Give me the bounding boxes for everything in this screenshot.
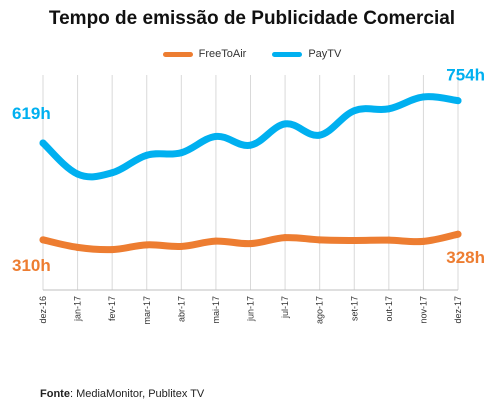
data-point-freetoair-ago-17 — [316, 236, 324, 244]
x-tick-label-jul-17: jul-17 — [280, 296, 290, 319]
x-tick-label-jan-17: jan-17 — [73, 296, 83, 322]
data-point-freetoair-set-17 — [350, 236, 358, 244]
data-point-paytv-dez-16 — [39, 139, 47, 147]
legend-swatch-paytv — [272, 51, 303, 57]
legend-label-paytv: PayTV — [308, 48, 342, 60]
legend-label-freetoair: FreeToAir — [198, 48, 247, 60]
data-point-freetoair-jul-17 — [281, 234, 289, 242]
x-tick-label-nov-17: nov-17 — [418, 296, 428, 324]
start-label-paytv: 619h — [12, 104, 51, 123]
data-point-freetoair-mar-17 — [143, 241, 151, 249]
x-tick-label-mai-17: mai-17 — [211, 296, 221, 324]
x-tick-label-dez-17: dez-17 — [453, 296, 463, 324]
data-point-freetoair-nov-17 — [419, 237, 427, 245]
x-tick-label-out-17: out-17 — [384, 296, 394, 322]
end-label-freetoair: 328h — [446, 248, 485, 267]
x-tick-label-set-17: set-17 — [349, 296, 359, 321]
data-point-paytv-nov-17 — [419, 93, 427, 101]
data-point-paytv-jul-17 — [281, 120, 289, 128]
chart-title: Tempo de emissão de Publicidade Comercia… — [48, 8, 456, 29]
legend: FreeToAir PayTV — [0, 48, 504, 60]
data-point-paytv-ago-17 — [316, 131, 324, 139]
source-text: : MediaMonitor, Publitex TV — [69, 388, 205, 400]
data-point-freetoair-abr-17 — [177, 242, 185, 250]
x-tick-label-mar-17: mar-17 — [142, 296, 152, 325]
data-point-freetoair-out-17 — [385, 236, 393, 244]
data-point-freetoair-dez-17 — [454, 230, 462, 238]
x-tick-label-ago-17: ago-17 — [315, 296, 325, 324]
data-point-freetoair-dez-16 — [39, 236, 47, 244]
source-note: Fonte: MediaMonitor, Publitex TV — [40, 388, 204, 400]
legend-swatch-freetoair — [162, 51, 193, 57]
data-point-paytv-mai-17 — [212, 132, 220, 140]
data-point-paytv-jun-17 — [247, 141, 254, 149]
legend-item-freetoair: FreeToAir — [162, 48, 247, 60]
x-tick-label-jun-17: jun-17 — [246, 296, 256, 322]
data-point-paytv-set-17 — [350, 107, 358, 115]
x-tick-label-abr-17: abr-17 — [176, 296, 186, 322]
data-point-freetoair-jan-17 — [74, 243, 82, 251]
data-point-freetoair-jun-17 — [247, 240, 254, 248]
end-label-paytv: 754h — [446, 66, 485, 85]
x-tick-label-dez-16: dez-16 — [38, 296, 48, 324]
data-point-paytv-abr-17 — [177, 149, 185, 157]
data-point-freetoair-fev-17 — [108, 246, 116, 254]
legend-item-paytv: PayTV — [272, 48, 341, 60]
data-point-paytv-out-17 — [385, 105, 393, 113]
data-point-paytv-jan-17 — [74, 170, 82, 178]
source-prefix: Fonte — [40, 388, 70, 400]
data-point-paytv-mar-17 — [143, 151, 151, 159]
data-point-paytv-fev-17 — [108, 169, 116, 177]
start-label-freetoair: 310h — [12, 256, 51, 275]
data-point-paytv-dez-17 — [454, 97, 462, 105]
x-tick-label-fev-17: fev-17 — [107, 296, 117, 321]
data-point-freetoair-mai-17 — [212, 237, 220, 245]
